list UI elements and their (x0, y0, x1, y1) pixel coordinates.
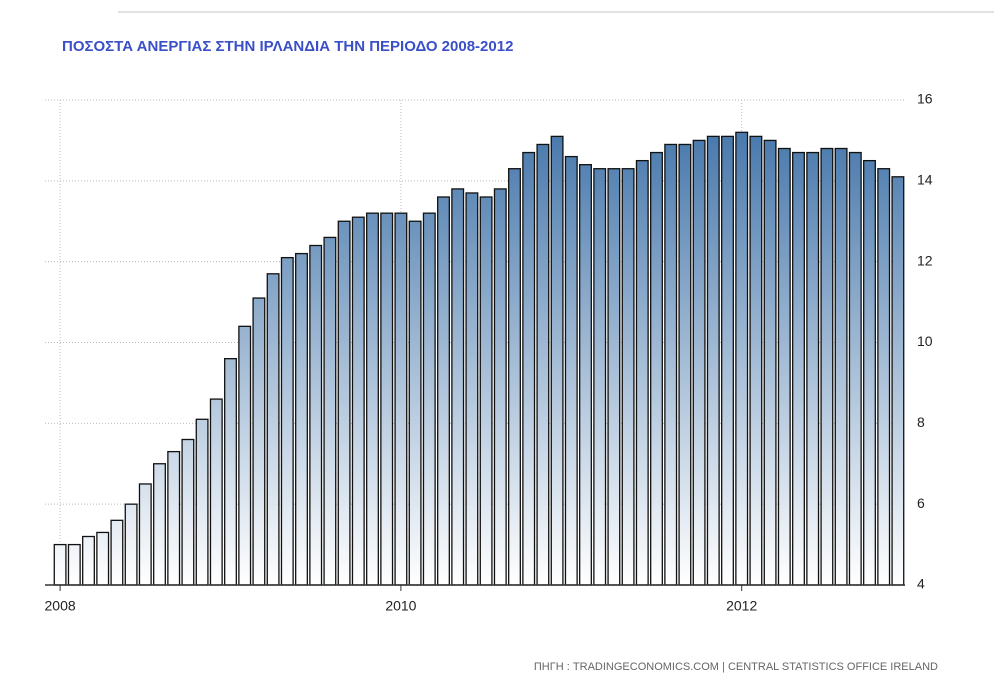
bar (408, 220, 422, 586)
bar (834, 147, 848, 586)
bar (806, 151, 820, 586)
bar (209, 398, 223, 586)
bar (437, 196, 450, 586)
bar (280, 256, 294, 586)
bar (337, 220, 351, 586)
bar (706, 135, 720, 586)
bar (53, 543, 67, 586)
bar (621, 168, 635, 586)
bar (550, 135, 564, 586)
bar (735, 131, 749, 586)
bar (607, 168, 621, 586)
bar (650, 151, 663, 586)
x-tick-label: 2010 (385, 598, 416, 614)
bar (678, 143, 692, 586)
bar (508, 168, 521, 586)
bar (394, 212, 408, 586)
bar (593, 168, 607, 586)
bar (465, 192, 479, 586)
bar (522, 151, 536, 586)
y-tick-label: 10 (917, 333, 933, 349)
bar (295, 252, 308, 586)
bar (252, 297, 266, 586)
bar (863, 159, 876, 586)
y-tick-label: 6 (917, 495, 925, 511)
y-tick-label: 8 (917, 414, 925, 430)
source: ΠΗΓΗ : TRADINGECONOMICS.COM | CENTRAL ST… (534, 661, 938, 673)
bar (820, 147, 834, 586)
bar (96, 531, 110, 586)
bar (493, 188, 507, 586)
x-tick-label: 2012 (726, 598, 757, 614)
bar (351, 216, 365, 586)
bar (266, 273, 280, 586)
bar (579, 164, 592, 586)
bar (848, 151, 862, 586)
y-tick-label: 14 (917, 172, 933, 188)
bar (777, 147, 791, 586)
y-tick-label: 12 (917, 252, 933, 268)
bar (153, 463, 166, 586)
bar (692, 139, 706, 586)
bar (181, 438, 195, 586)
bar (366, 212, 379, 586)
bar (479, 196, 493, 586)
x-tick-label: 2008 (45, 598, 76, 614)
bar (380, 212, 394, 586)
bar (238, 325, 252, 586)
bar (635, 159, 649, 586)
bar (749, 135, 763, 586)
bar (124, 503, 138, 586)
bar (721, 135, 734, 586)
bar (451, 188, 465, 586)
bar (167, 450, 181, 586)
bar (224, 358, 237, 586)
bar (110, 519, 124, 586)
bar (195, 418, 209, 586)
bar (422, 212, 436, 586)
bar (309, 244, 323, 586)
y-tick-label: 16 (917, 91, 933, 107)
bar (82, 535, 95, 586)
bar (891, 176, 905, 586)
bar (67, 543, 81, 586)
bar (763, 139, 777, 586)
bar (564, 155, 578, 586)
chart-title: ΠΟΣΟΣΤΑ ΑΝΕΡΓΙΑΣ ΣΤΗΝ ΙΡΛΑΝΔΙΑ ΤΗΝ ΠΕΡΙΟ… (62, 38, 513, 55)
bar (323, 236, 337, 586)
bar (664, 143, 678, 586)
y-tick-label: 4 (917, 576, 925, 592)
bar (877, 168, 891, 586)
bar (536, 143, 550, 586)
bar (138, 483, 152, 586)
bar (792, 151, 805, 586)
